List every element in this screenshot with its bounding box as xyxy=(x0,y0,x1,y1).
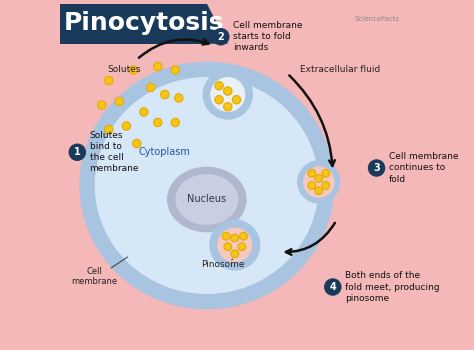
Circle shape xyxy=(161,90,169,99)
Circle shape xyxy=(224,243,232,251)
Ellipse shape xyxy=(175,174,238,225)
Text: 1: 1 xyxy=(74,147,81,157)
Circle shape xyxy=(98,101,106,109)
Circle shape xyxy=(140,108,148,116)
Circle shape xyxy=(215,82,223,90)
Text: Cytoplasm: Cytoplasm xyxy=(139,147,191,157)
Circle shape xyxy=(232,96,241,104)
Text: 2: 2 xyxy=(218,32,224,42)
Text: Cell membrane
starts to fold
inwards: Cell membrane starts to fold inwards xyxy=(233,21,302,52)
Text: Cell
membrane: Cell membrane xyxy=(72,267,118,286)
Circle shape xyxy=(238,243,246,251)
Circle shape xyxy=(231,250,238,258)
Circle shape xyxy=(133,139,141,148)
Text: Solutes: Solutes xyxy=(108,65,141,75)
Ellipse shape xyxy=(95,77,319,294)
Ellipse shape xyxy=(168,168,246,231)
Circle shape xyxy=(368,159,385,177)
Circle shape xyxy=(215,96,223,104)
Circle shape xyxy=(322,169,329,177)
Circle shape xyxy=(222,232,230,240)
Ellipse shape xyxy=(210,220,259,270)
Text: 3: 3 xyxy=(373,163,380,173)
Circle shape xyxy=(315,187,323,195)
Text: 4: 4 xyxy=(329,282,336,292)
Circle shape xyxy=(154,118,162,127)
Text: Solutes
bind to
the cell
membrane: Solutes bind to the cell membrane xyxy=(90,131,139,173)
Ellipse shape xyxy=(217,228,252,262)
Circle shape xyxy=(308,169,316,177)
Circle shape xyxy=(105,125,113,134)
Circle shape xyxy=(315,175,323,182)
Circle shape xyxy=(174,94,183,102)
Circle shape xyxy=(224,87,232,95)
Circle shape xyxy=(212,28,229,46)
Text: ScienceFacts: ScienceFacts xyxy=(354,16,399,22)
Circle shape xyxy=(171,66,180,74)
Circle shape xyxy=(154,62,162,71)
Text: Both ends of the
fold meet, producing
pinosome: Both ends of the fold meet, producing pi… xyxy=(345,271,440,303)
Polygon shape xyxy=(207,4,228,44)
Circle shape xyxy=(224,103,232,111)
Text: Cell membrane
continues to
fold: Cell membrane continues to fold xyxy=(389,152,458,184)
Ellipse shape xyxy=(81,63,333,308)
Text: Nucleus: Nucleus xyxy=(187,195,227,204)
Ellipse shape xyxy=(303,166,335,198)
Circle shape xyxy=(122,122,130,130)
Circle shape xyxy=(105,76,113,85)
Circle shape xyxy=(115,97,124,106)
Circle shape xyxy=(240,232,247,240)
Ellipse shape xyxy=(210,77,246,112)
Circle shape xyxy=(231,234,238,242)
FancyBboxPatch shape xyxy=(60,4,207,44)
Circle shape xyxy=(308,182,316,189)
Ellipse shape xyxy=(203,70,252,119)
Text: Extracellular fluid: Extracellular fluid xyxy=(300,65,380,75)
Circle shape xyxy=(322,182,329,189)
Circle shape xyxy=(171,118,180,127)
Circle shape xyxy=(129,66,137,74)
Circle shape xyxy=(69,144,86,161)
Text: Pinocytosis: Pinocytosis xyxy=(64,12,224,35)
Circle shape xyxy=(324,278,342,296)
Circle shape xyxy=(146,83,155,92)
Ellipse shape xyxy=(298,161,340,203)
Text: Pinosome: Pinosome xyxy=(201,260,244,269)
